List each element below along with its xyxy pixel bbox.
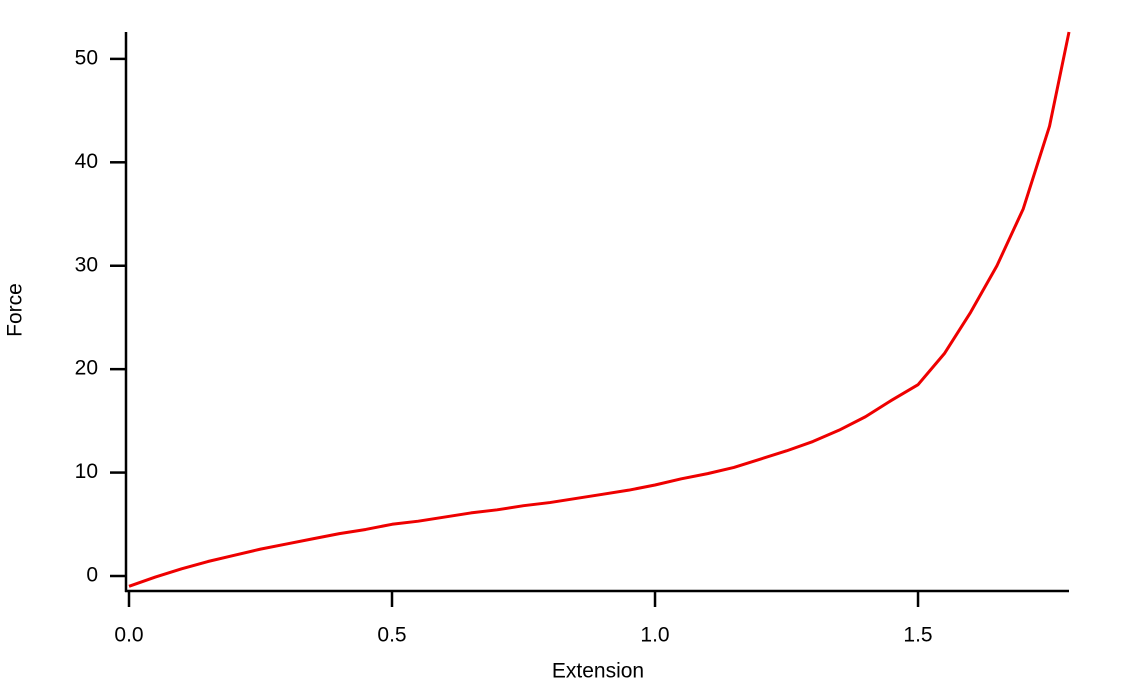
x-tick-label: 0.0 xyxy=(114,624,143,647)
y-tick-label: 0 xyxy=(86,564,98,587)
y-axis-label: Force xyxy=(4,283,27,337)
data-line xyxy=(128,31,1071,588)
x-tick-label: 0.5 xyxy=(377,624,406,647)
y-tick-label: 20 xyxy=(75,357,98,380)
y-tick-label: 40 xyxy=(75,150,98,173)
y-tick-label: 30 xyxy=(75,253,98,276)
y-tick-label: 10 xyxy=(75,460,98,483)
x-axis-label: Extension xyxy=(552,660,644,683)
x-tick-label: 1.5 xyxy=(903,624,932,647)
x-tick-label: 1.0 xyxy=(640,624,669,647)
y-tick-label: 50 xyxy=(75,46,98,69)
